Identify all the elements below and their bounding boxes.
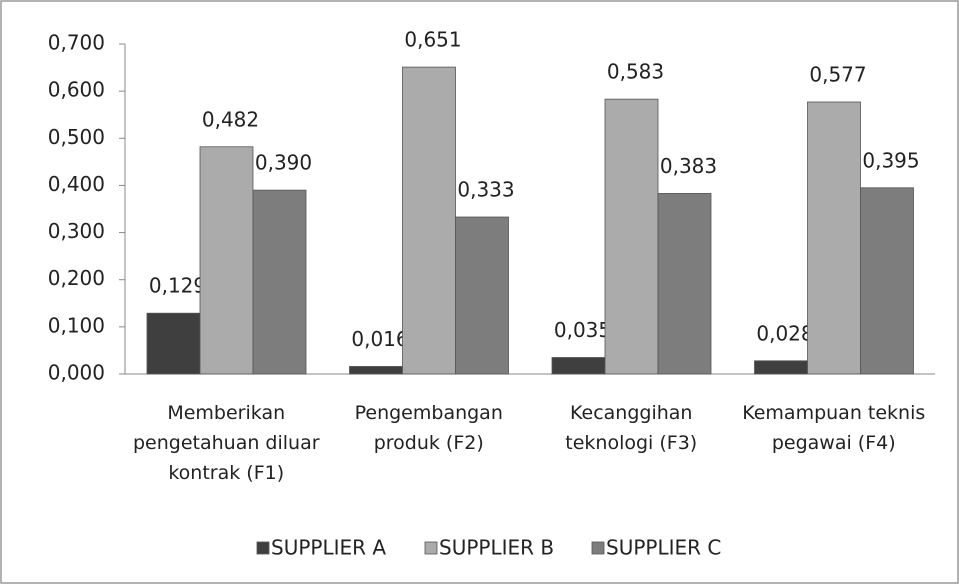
- bar: [350, 366, 403, 374]
- y-tick-label: 0,400: [48, 172, 105, 196]
- data-label: 0,390: [255, 151, 312, 175]
- data-label: 0,028: [756, 321, 813, 345]
- bar: [808, 102, 861, 374]
- legend-label: SUPPLIER C: [606, 536, 721, 560]
- x-tick-label: Kecanggihan teknologi (F3): [531, 398, 731, 458]
- bar: [658, 193, 711, 374]
- data-label: 0,651: [404, 28, 461, 52]
- bar: [403, 67, 456, 374]
- data-label: 0,583: [607, 60, 664, 84]
- x-tick-label: Kemampuan teknis pegawai (F4): [734, 398, 934, 458]
- data-label: 0,129: [149, 274, 206, 298]
- legend-swatch: [425, 542, 437, 554]
- y-tick-label: 0,700: [48, 31, 105, 55]
- bar: [861, 188, 914, 374]
- legend-swatch: [257, 542, 269, 554]
- chart: 0,000 0,100 0,200 0,300 0,400 0,500 0,600 0,700…: [0, 0, 959, 584]
- legend-swatch: [592, 542, 604, 554]
- data-label: 0,577: [809, 62, 866, 86]
- x-tick-label: Pengembangan produk (F2): [329, 398, 529, 458]
- x-tick-label: Memberikan pengetahuan diluar kontrak (F…: [126, 398, 326, 488]
- y-tick-label: 0,500: [48, 125, 105, 149]
- bar: [253, 190, 306, 374]
- bar: [147, 313, 200, 374]
- bar: [456, 217, 509, 374]
- y-tick-label: 0,600: [48, 78, 105, 102]
- legend-label: SUPPLIER B: [439, 536, 554, 560]
- bar: [552, 358, 605, 375]
- bar: [755, 361, 808, 374]
- y-tick-label: 0,000: [48, 361, 105, 385]
- data-label: 0,035: [554, 318, 611, 342]
- bar: [200, 147, 253, 374]
- data-label: 0,383: [660, 154, 717, 178]
- data-label: 0,016: [351, 327, 408, 351]
- data-label: 0,482: [202, 107, 259, 131]
- bar: [605, 99, 658, 374]
- y-tick-label: 0,300: [48, 219, 105, 243]
- legend-label: SUPPLIER A: [271, 536, 386, 560]
- data-label: 0,333: [457, 178, 514, 202]
- y-tick-label: 0,100: [48, 313, 105, 337]
- chart-container: 0,000 0,100 0,200 0,300 0,400 0,500 0,600 0,700…: [0, 0, 959, 584]
- y-tick-label: 0,200: [48, 266, 105, 290]
- data-label: 0,395: [862, 148, 919, 172]
